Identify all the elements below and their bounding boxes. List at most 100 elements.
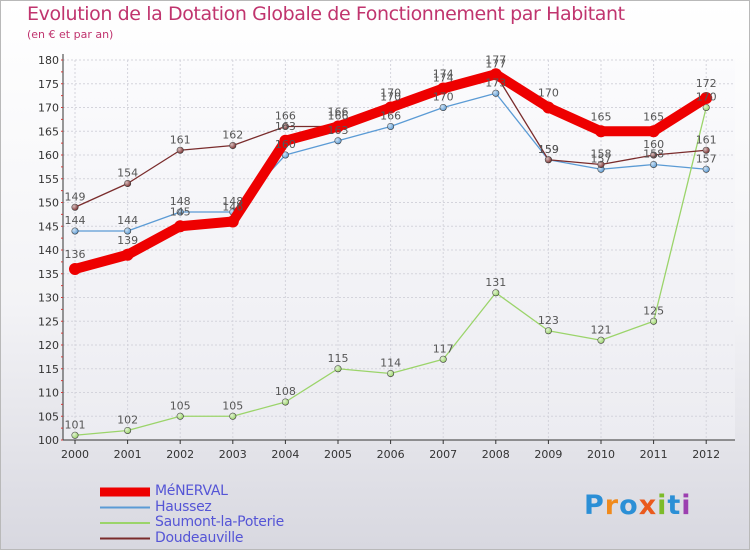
data-label-m-nerval: 165 (643, 110, 664, 123)
data-label-haussez: 159 (538, 143, 559, 156)
y-tick-label: 125 (38, 315, 59, 328)
data-point-shine (334, 137, 342, 144)
chart-title: Evolution de la Dotation Globale de Fonc… (27, 3, 625, 25)
y-tick-label: 155 (38, 173, 59, 186)
x-tick-label: 2005 (324, 448, 352, 461)
data-label-doudeauville: 158 (591, 148, 612, 161)
data-label-saumont-la-poterie: 115 (328, 352, 349, 365)
data-label-doudeauville: 154 (117, 167, 138, 180)
data-label-haussez: 160 (275, 138, 296, 151)
data-label-haussez: 166 (380, 110, 401, 123)
proxiti-logo: Proxiti (584, 490, 692, 521)
data-point-shine (545, 156, 552, 163)
y-tick-label: 150 (38, 197, 59, 210)
logo-letter: x (638, 490, 658, 521)
y-tick-label: 105 (38, 410, 59, 423)
data-label-saumont-la-poterie: 101 (65, 418, 86, 431)
data-label-saumont-la-poterie: 123 (538, 314, 559, 327)
data-point-shine (282, 398, 289, 406)
legend-label-doudeauville: Doudeauville (155, 529, 244, 546)
data-point-shine (597, 166, 605, 173)
data-label-haussez: 157 (591, 152, 612, 165)
data-point-shine (71, 432, 79, 439)
data-point-shine (650, 161, 657, 168)
data-point-m-nerval (437, 82, 450, 95)
data-point-shine (650, 318, 657, 325)
data-label-m-nerval: 146 (222, 201, 243, 214)
data-label-m-nerval: 136 (65, 248, 86, 261)
y-tick-label: 145 (38, 220, 59, 233)
chart-subtitle: (en € et par an) (27, 28, 114, 41)
data-point-shine (703, 104, 710, 111)
data-label-haussez: 144 (65, 214, 86, 227)
data-point-shine (177, 208, 184, 216)
data-point-shine (492, 289, 499, 296)
data-point-shine (124, 180, 131, 187)
data-point-shine (177, 147, 184, 154)
data-point-shine (650, 151, 657, 159)
data-label-haussez: 157 (696, 152, 717, 165)
data-point-shine (387, 123, 394, 130)
data-point-shine (492, 90, 499, 97)
data-point-m-nerval (647, 125, 660, 138)
x-tick-label: 2012 (692, 448, 720, 461)
data-point-shine (703, 166, 710, 173)
data-label-haussez: 173 (485, 76, 506, 89)
logo-letter: P (584, 490, 605, 521)
data-point-shine (71, 204, 79, 211)
data-label-doudeauville: 177 (485, 57, 506, 70)
y-tick-label: 175 (38, 78, 59, 91)
data-point-shine (387, 370, 394, 377)
data-point-shine (229, 413, 236, 420)
y-tick-label: 165 (38, 125, 59, 138)
data-label-m-nerval: 172 (696, 77, 717, 90)
y-tick-label: 140 (38, 244, 59, 257)
data-label-m-nerval: 177 (485, 53, 506, 66)
data-point-m-nerval (542, 101, 555, 114)
data-point-m-nerval (332, 120, 344, 133)
data-label-doudeauville: 174 (433, 72, 454, 85)
data-point-shine (282, 123, 289, 130)
data-point-m-nerval (595, 125, 607, 138)
data-label-haussez: 158 (643, 148, 664, 161)
data-point-m-nerval (226, 215, 239, 228)
data-label-m-nerval: 166 (328, 106, 349, 119)
data-point-shine (71, 227, 79, 235)
data-point-shine (124, 227, 131, 235)
logo-letter: i (657, 490, 668, 521)
x-tick-label: 2010 (587, 448, 615, 461)
data-label-saumont-la-poterie: 105 (170, 399, 191, 412)
y-tick-label: 120 (38, 339, 59, 352)
data-label-saumont-la-poterie: 131 (485, 276, 506, 289)
y-tick-label: 180 (38, 54, 59, 67)
data-label-m-nerval: 170 (380, 87, 401, 100)
data-label-saumont-la-poterie: 117 (433, 342, 454, 355)
data-point-shine (597, 337, 605, 344)
data-point-m-nerval (174, 220, 187, 233)
data-label-doudeauville: 161 (170, 133, 191, 146)
x-tick-label: 2009 (534, 448, 562, 461)
x-tick-label: 2011 (640, 448, 668, 461)
y-tick-label: 100 (38, 434, 59, 447)
data-label-doudeauville: 149 (65, 190, 86, 203)
data-point-shine (597, 161, 605, 168)
y-tick-label: 130 (38, 292, 59, 305)
data-label-saumont-la-poterie: 108 (275, 385, 296, 398)
data-label-haussez: 163 (328, 124, 349, 137)
data-label-saumont-la-poterie: 114 (380, 357, 401, 370)
data-point-shine (124, 427, 131, 434)
x-tick-label: 2002 (166, 448, 194, 461)
data-label-doudeauville: 161 (696, 133, 717, 146)
x-tick-label: 2001 (114, 448, 142, 461)
data-point-shine (440, 104, 447, 111)
x-tick-label: 2003 (219, 448, 247, 461)
data-label-haussez: 148 (170, 195, 191, 208)
data-point-shine (282, 151, 289, 159)
data-label-saumont-la-poterie: 121 (591, 323, 612, 336)
data-point-m-nerval (121, 248, 134, 261)
x-tick-label: 2004 (271, 448, 299, 461)
data-label-doudeauville: 166 (275, 110, 296, 123)
data-label-doudeauville: 170 (380, 91, 401, 104)
y-tick-label: 170 (38, 102, 59, 115)
y-tick-label: 135 (38, 268, 59, 281)
